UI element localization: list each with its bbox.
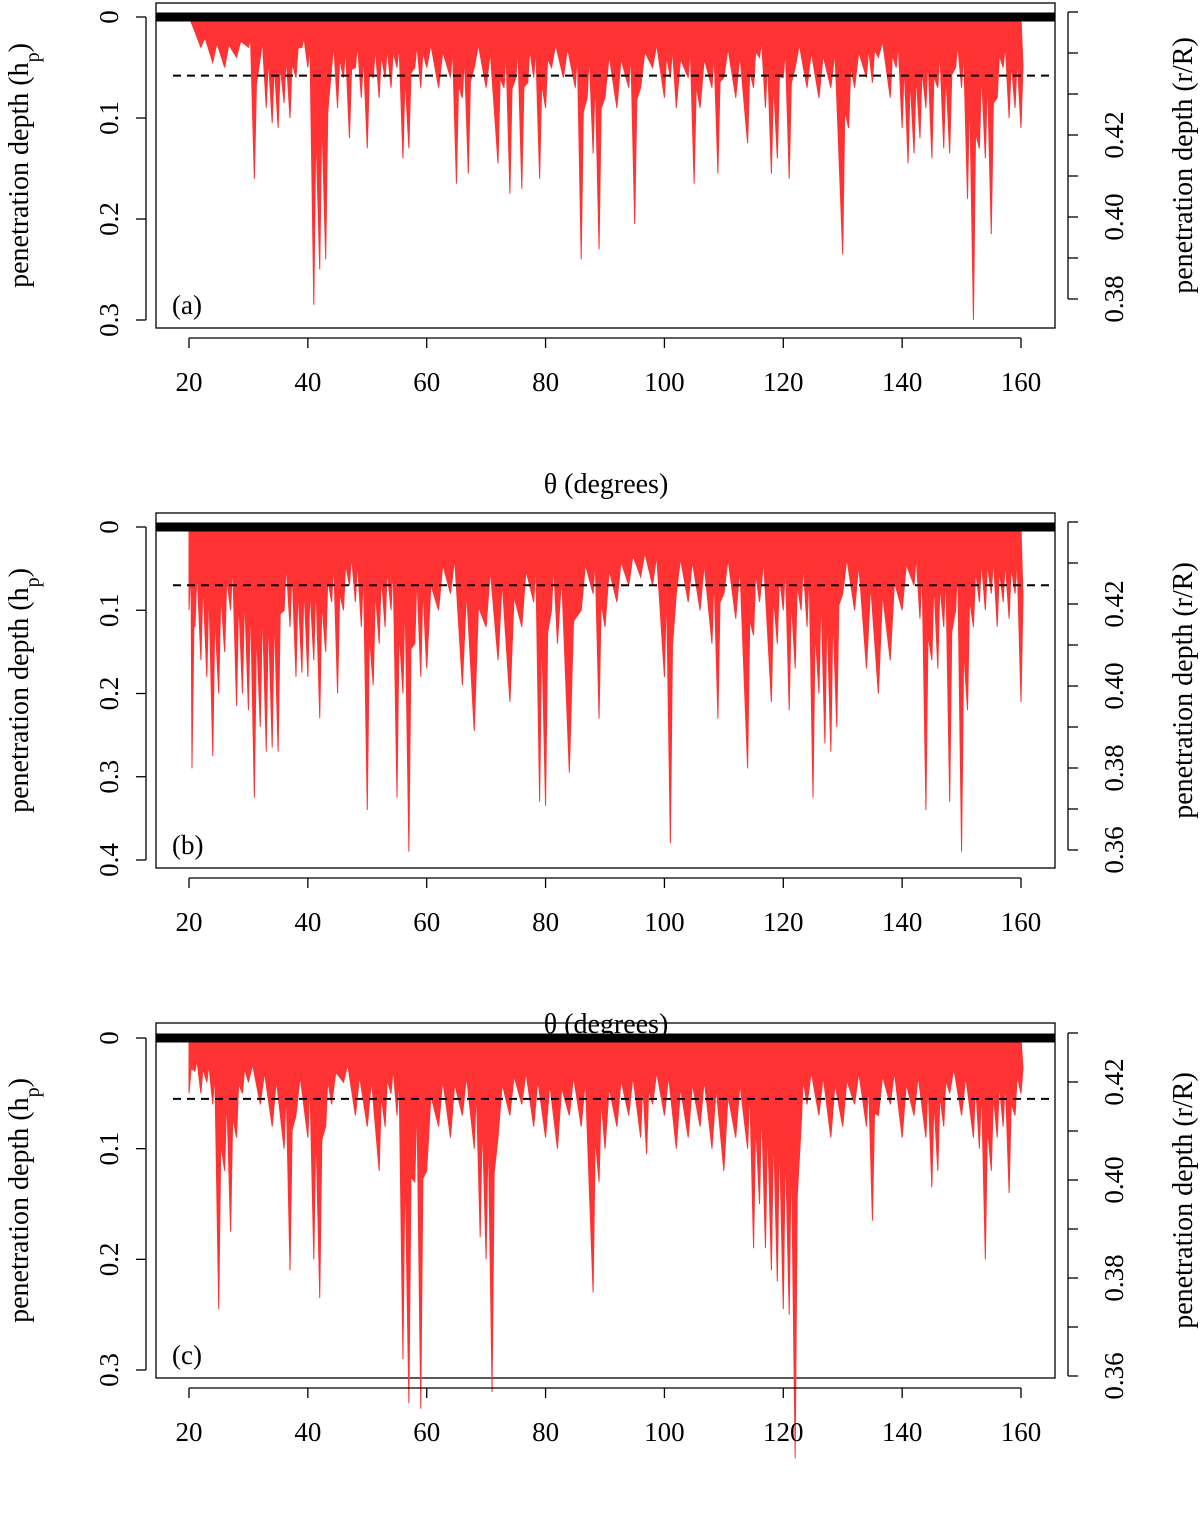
y-right-tick-label: 0.36: [1099, 1352, 1129, 1399]
x-tick-label: 20: [176, 367, 203, 397]
y-left-title-text: penetration depth (h: [4, 587, 35, 812]
y-right-axis-title: penetration depth (r/R): [1168, 562, 1199, 819]
y-left-tick-label: 0.2: [94, 202, 124, 236]
y-left-title-sub: p: [22, 52, 44, 62]
y-left-tick-label: 0.3: [94, 303, 124, 337]
y-left-tick-label: 0.1: [94, 1132, 124, 1166]
chart-panel-a: 20 40 60 80 100 120 140 160 θ (degrees) 0 0.1 0.2 0.…: [4, 2, 1199, 500]
overshoot-area: [188, 16, 1024, 321]
y-left-tick-label: 0: [94, 10, 124, 24]
x-tick-label: 160: [1001, 1417, 1042, 1447]
x-tick-label: 160: [1001, 907, 1042, 937]
y-right-tick-label: 0.40: [1099, 193, 1129, 240]
y-left-title-end: ): [4, 1078, 35, 1087]
y-right-axis-title: penetration depth (r/R): [1168, 37, 1199, 294]
y-right-tick-label: 0.36: [1099, 826, 1129, 873]
y-left-tick-label: 0.1: [94, 101, 124, 135]
y-left-axis-title: penetration depth (hp): [4, 1078, 44, 1323]
y-right-tick-label: 0.42: [1099, 111, 1129, 158]
x-tick-label: 40: [294, 367, 321, 397]
y-left-axis-title: penetration depth (hp): [4, 43, 44, 288]
x-tick-label: 20: [176, 907, 203, 937]
x-tick-label: 20: [176, 1417, 203, 1447]
x-tick-label: 120: [763, 1417, 804, 1447]
x-tick-label: 60: [413, 367, 440, 397]
y-right-tick-label: 0.42: [1099, 1058, 1129, 1105]
x-tick-label: 140: [882, 367, 923, 397]
y-right-tick-label: 0.38: [1099, 744, 1129, 791]
x-tick-label: 160: [1001, 367, 1042, 397]
y-left-title-end: ): [4, 568, 35, 577]
y-left-tick-label: 0.2: [94, 1242, 124, 1276]
y-left-tick-label: 0.4: [94, 843, 124, 877]
x-tick-label: 140: [882, 1417, 923, 1447]
plot-frame: [155, 1022, 1056, 1379]
x-axis-title: θ (degrees): [544, 469, 669, 500]
x-tick-label: 60: [413, 1417, 440, 1447]
panel-label: (b): [172, 830, 203, 860]
plot-frame: [155, 2, 1056, 329]
y-left-title-sub: p: [22, 1087, 44, 1097]
overshoot-area: [188, 526, 1024, 852]
y-left-title-text: penetration depth (h: [4, 1097, 35, 1322]
x-axis-title: θ (degrees): [544, 1519, 669, 1523]
x-tick-label: 140: [882, 907, 923, 937]
x-tick-label: 100: [644, 907, 685, 937]
y-left-tick-label: 0.2: [94, 677, 124, 711]
x-tick-label: 100: [644, 1417, 685, 1447]
x-tick-label: 80: [532, 907, 559, 937]
y-left-title-text: penetration depth (h: [4, 62, 35, 287]
x-tick-label: 100: [644, 367, 685, 397]
y-right-tick-label: 0.38: [1099, 1254, 1129, 1301]
x-tick-label: 120: [763, 907, 804, 937]
panel-label: (c): [172, 1340, 202, 1370]
y-left-tick-label: 0: [94, 520, 124, 534]
x-tick-label: 120: [763, 367, 804, 397]
y-left-tick-label: 0.3: [94, 1353, 124, 1387]
chart-panel-c: 20 40 60 80 100 120 140 160 θ (degrees) 0 0.1 0.2 0.…: [4, 1022, 1199, 1523]
y-left-title-sub: p: [22, 577, 44, 587]
y-left-tick-label: 0.1: [94, 593, 124, 627]
x-tick-label: 80: [532, 367, 559, 397]
x-tick-label: 60: [413, 907, 440, 937]
y-right-tick-label: 0.42: [1099, 580, 1129, 627]
y-left-tick-label: 0: [94, 1031, 124, 1045]
x-tick-label: 80: [532, 1417, 559, 1447]
y-right-axis-title: penetration depth (r/R): [1168, 1072, 1199, 1329]
y-left-axis-title: penetration depth (hp): [4, 568, 44, 813]
y-left-tick-label: 0.3: [94, 760, 124, 794]
y-right-tick-label: 0.38: [1099, 275, 1129, 322]
y-right-tick-label: 0.40: [1099, 662, 1129, 709]
x-tick-label: 40: [294, 907, 321, 937]
y-right-tick-label: 0.40: [1099, 1156, 1129, 1203]
y-left-title-end: ): [4, 43, 35, 52]
panel-label: (a): [172, 290, 202, 320]
overshoot-area: [188, 1037, 1024, 1459]
x-tick-label: 40: [294, 1417, 321, 1447]
plot-frame: [155, 512, 1056, 869]
